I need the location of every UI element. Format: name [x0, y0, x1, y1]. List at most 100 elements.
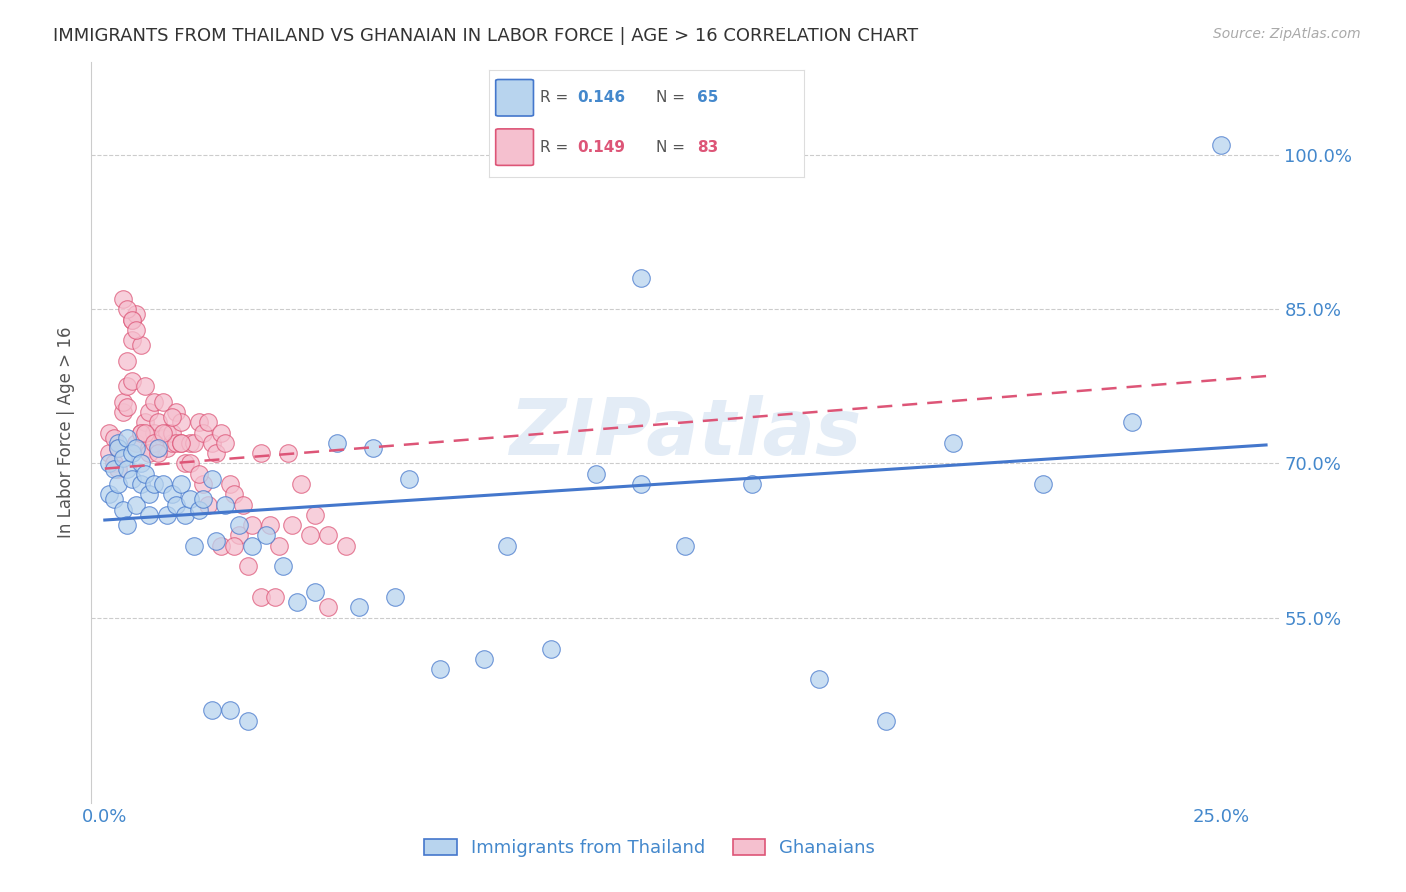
Point: [107, 477, 129, 491]
Point: [349, 600, 371, 615]
Point: [240, 539, 263, 553]
Point: [121, 312, 143, 326]
Point: [1211, 137, 1233, 152]
Point: [138, 446, 160, 460]
Text: Source: ZipAtlas.com: Source: ZipAtlas.com: [1213, 27, 1361, 41]
Point: [152, 425, 174, 440]
Point: [111, 405, 134, 419]
Point: [201, 436, 224, 450]
Point: [129, 477, 152, 491]
Point: [398, 472, 420, 486]
Point: [263, 590, 285, 604]
Point: [129, 425, 152, 440]
Point: [209, 539, 232, 553]
Point: [191, 477, 214, 491]
Point: [197, 498, 219, 512]
Point: [165, 498, 187, 512]
Point: [326, 436, 349, 450]
Point: [335, 539, 357, 553]
Point: [156, 425, 179, 440]
Point: [129, 457, 152, 471]
Point: [156, 508, 179, 522]
Point: [254, 528, 277, 542]
Text: IMMIGRANTS FROM THAILAND VS GHANAIAN IN LABOR FORCE | AGE > 16 CORRELATION CHART: IMMIGRANTS FROM THAILAND VS GHANAIAN IN …: [53, 27, 918, 45]
Point: [495, 539, 517, 553]
Point: [209, 425, 232, 440]
Point: [152, 431, 174, 445]
Point: [187, 467, 209, 481]
Point: [741, 477, 763, 491]
Point: [942, 436, 965, 450]
Point: [290, 477, 312, 491]
Point: [160, 410, 183, 425]
Point: [134, 425, 156, 440]
Point: [160, 436, 183, 450]
Point: [107, 441, 129, 455]
Point: [115, 518, 138, 533]
Point: [121, 446, 143, 460]
Point: [111, 292, 134, 306]
Point: [125, 498, 148, 512]
Point: [115, 400, 138, 414]
Point: [675, 539, 697, 553]
Point: [304, 508, 326, 522]
Point: [174, 508, 197, 522]
Point: [187, 415, 209, 429]
Point: [267, 539, 290, 553]
Point: [115, 461, 138, 475]
Point: [191, 492, 214, 507]
Point: [107, 461, 129, 475]
Point: [138, 405, 160, 419]
Point: [191, 425, 214, 440]
Point: [115, 379, 138, 393]
Point: [170, 436, 193, 450]
Point: [281, 518, 304, 533]
Point: [148, 446, 170, 460]
Point: [138, 441, 160, 455]
Point: [121, 312, 143, 326]
Point: [170, 436, 193, 450]
Point: [98, 446, 121, 460]
Point: [232, 498, 254, 512]
Point: [165, 436, 187, 450]
Point: [134, 415, 156, 429]
Point: [197, 415, 219, 429]
Point: [1032, 477, 1054, 491]
Point: [148, 441, 170, 455]
Point: [152, 394, 174, 409]
Point: [187, 502, 209, 516]
Point: [148, 441, 170, 455]
Point: [103, 492, 125, 507]
Y-axis label: In Labor Force | Age > 16: In Labor Force | Age > 16: [58, 326, 76, 539]
Point: [103, 461, 125, 475]
Point: [107, 441, 129, 455]
Point: [125, 323, 148, 337]
Point: [98, 425, 121, 440]
Point: [316, 528, 339, 542]
Point: [236, 559, 259, 574]
Point: [285, 595, 308, 609]
Point: [170, 415, 193, 429]
Point: [125, 441, 148, 455]
Point: [107, 436, 129, 450]
Point: [585, 467, 607, 481]
Point: [299, 528, 322, 542]
Point: [259, 518, 281, 533]
Point: [165, 405, 187, 419]
Point: [214, 436, 236, 450]
Point: [103, 457, 125, 471]
Point: [304, 585, 326, 599]
Text: ZIPatlas: ZIPatlas: [509, 394, 862, 471]
Point: [540, 641, 562, 656]
Point: [630, 477, 652, 491]
Point: [218, 477, 240, 491]
Point: [630, 271, 652, 285]
Point: [808, 673, 831, 687]
Point: [218, 703, 240, 717]
Point: [134, 379, 156, 393]
Point: [474, 652, 496, 666]
Point: [121, 374, 143, 388]
Point: [224, 487, 246, 501]
Point: [142, 425, 165, 440]
Point: [875, 714, 897, 728]
